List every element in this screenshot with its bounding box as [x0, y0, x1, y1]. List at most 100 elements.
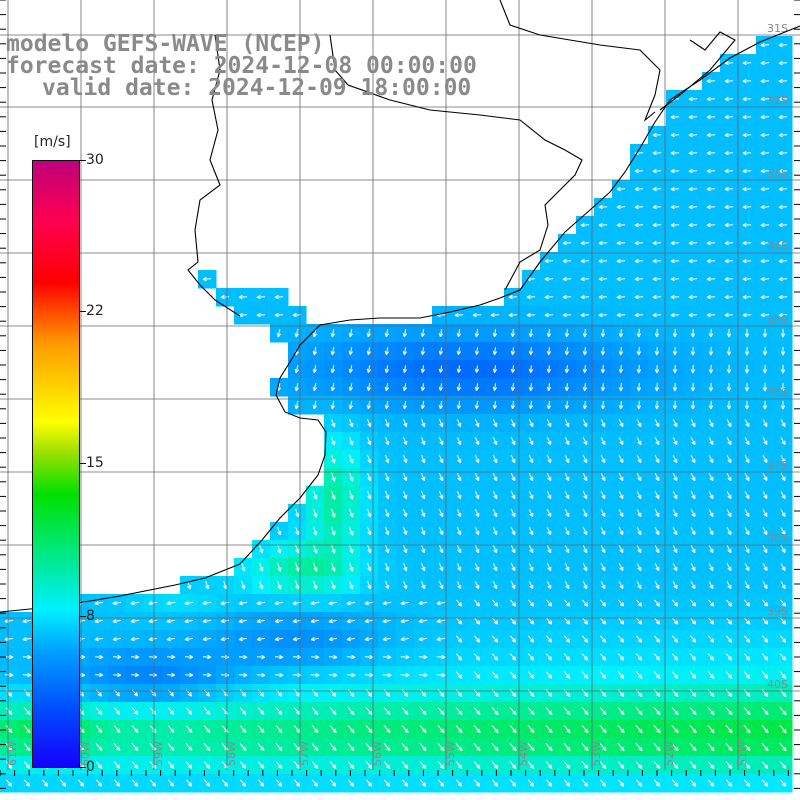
wind-arrow	[113, 707, 121, 715]
wind-arrow	[384, 401, 390, 410]
wind-arrow	[581, 599, 589, 607]
wind-arrow	[618, 491, 624, 500]
wind-arrow	[742, 132, 752, 138]
wind-arrow	[238, 654, 248, 660]
wind-arrow	[527, 599, 535, 607]
wind-arrow	[618, 509, 624, 518]
wind-arrow	[780, 491, 786, 500]
wind-arrow	[400, 672, 410, 678]
wind-arrow	[546, 544, 552, 554]
wind-arrow	[239, 779, 247, 787]
wind-arrow	[654, 346, 660, 356]
wind-arrow	[762, 545, 768, 554]
wind-arrow	[347, 761, 355, 769]
wind-arrow	[742, 276, 752, 282]
lon-label: 61W	[6, 741, 19, 766]
model-title: modelo GEFS-WAVE (NCEP)	[6, 31, 325, 57]
wind-arrow	[310, 654, 320, 660]
wind-arrow	[130, 618, 140, 624]
wind-arrow	[724, 168, 734, 174]
wind-arrow	[131, 672, 140, 678]
wind-arrow	[671, 724, 679, 734]
wind-arrow	[112, 618, 122, 624]
wind-arrow	[148, 636, 158, 642]
wind-arrow	[474, 581, 480, 590]
wind-arrow	[329, 761, 337, 769]
wind-arrow	[473, 724, 481, 734]
wind-arrow	[385, 472, 390, 482]
wind-arrow	[636, 455, 642, 464]
wind-arrow	[581, 724, 589, 734]
wind-arrow	[780, 473, 786, 482]
wind-arrow	[706, 168, 716, 174]
wind-arrow	[780, 382, 786, 392]
wind-arrow	[382, 600, 392, 606]
wind-arrow	[616, 276, 626, 282]
wind-arrow	[545, 761, 553, 769]
wind-arrow	[473, 779, 481, 787]
wind-arrow	[706, 78, 716, 84]
wind-arrow	[330, 382, 335, 392]
wind-arrow	[510, 401, 516, 410]
colorbar-tick-22: 22	[86, 303, 104, 319]
wind-arrow	[166, 618, 176, 624]
wind-arrow	[401, 724, 409, 734]
wind-arrow	[708, 364, 714, 374]
wind-arrow	[599, 599, 607, 607]
wind-arrow	[742, 204, 752, 210]
wind-arrow	[670, 114, 680, 120]
wind-arrow	[690, 419, 696, 428]
wind-arrow	[724, 240, 734, 246]
wind-arrow	[331, 418, 336, 428]
wind-arrow	[600, 347, 606, 356]
wind-arrow	[672, 491, 678, 500]
wind-arrow	[347, 707, 355, 716]
wind-arrow	[653, 706, 661, 716]
wind-arrow	[528, 526, 534, 536]
wind-arrow	[688, 240, 698, 246]
wind-arrow	[654, 545, 660, 554]
wind-arrow	[220, 636, 230, 642]
wind-arrow	[330, 328, 335, 338]
wind-arrow	[455, 724, 463, 734]
wind-arrow	[654, 581, 660, 590]
wind-arrow	[688, 114, 698, 120]
wind-arrow	[706, 240, 716, 246]
wind-arrow	[654, 328, 660, 338]
wind-arrow	[275, 743, 283, 752]
lat-label: 40S	[767, 678, 788, 691]
wind-arrow	[4, 654, 14, 660]
wind-arrow	[274, 654, 284, 660]
wind-arrow	[545, 779, 553, 787]
wind-arrow	[295, 544, 300, 554]
wind-arrow	[654, 437, 660, 446]
wind-arrow	[474, 401, 480, 410]
wind-arrow	[690, 364, 696, 374]
wind-arrow	[564, 365, 570, 374]
wind-arrow	[672, 346, 678, 356]
wind-arrow	[690, 527, 696, 536]
wind-arrow	[474, 347, 480, 355]
wind-arrow	[581, 706, 589, 716]
wind-arrow	[779, 635, 787, 643]
wind-arrow	[131, 707, 139, 715]
wind-arrow	[454, 312, 464, 318]
wind-arrow	[491, 761, 499, 769]
wind-arrow	[724, 222, 734, 228]
lat-label: 33S	[767, 167, 788, 180]
wind-arrow	[490, 312, 500, 318]
wind-arrow	[274, 294, 284, 300]
wind-arrow	[509, 724, 517, 734]
wind-arrow	[385, 580, 390, 590]
wind-arrow	[689, 724, 697, 734]
wind-arrow	[455, 653, 463, 661]
wind-arrow	[742, 258, 752, 264]
wind-arrow	[456, 545, 462, 554]
wind-arrow	[528, 490, 534, 500]
wind-arrow	[437, 707, 445, 716]
wind-arrow	[726, 328, 732, 338]
wind-arrow	[600, 437, 606, 446]
wind-arrow	[725, 653, 733, 661]
wind-arrow	[616, 186, 626, 192]
lat-label: 36S	[767, 386, 788, 399]
